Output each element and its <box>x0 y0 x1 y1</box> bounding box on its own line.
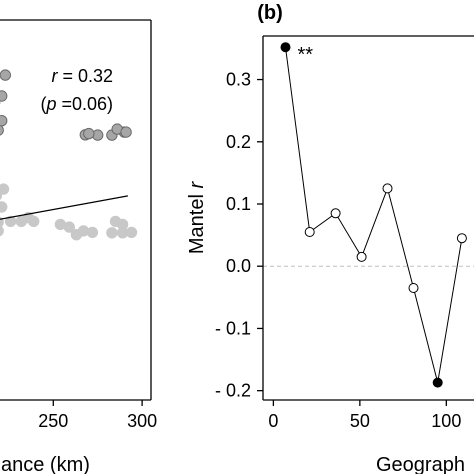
scatter-point <box>120 126 132 138</box>
significant-point <box>432 377 443 388</box>
data-point <box>356 251 367 262</box>
panel-b-x-axis-label: Geograph <box>376 454 465 474</box>
scatter-point <box>0 201 8 213</box>
scatter-point <box>0 225 4 237</box>
scatter-point <box>0 69 11 81</box>
panel-b-y-axis-label: Mantel r <box>186 181 208 255</box>
data-point <box>456 233 467 244</box>
trend-line <box>0 195 129 220</box>
data-point <box>408 283 419 293</box>
y-tick-label: 0.3 <box>226 70 251 90</box>
y-tick-label: 0.0 <box>226 256 251 276</box>
y-tick-label: 0.1 <box>226 194 251 214</box>
panel-a-scatter: 200250300 ance (km) r = 0.32 (p =0.06) <box>0 19 157 474</box>
scatter-point <box>0 216 4 228</box>
scatter-point <box>0 124 4 136</box>
annotation-p: (p =0.06) <box>40 94 113 114</box>
panel-b-line: (b) - 0.2 - 0.1 0.0 0.1 0.2 0.3 0 50 100 Mantel… <box>186 2 474 474</box>
annotation-r: r = 0.32 <box>51 66 113 86</box>
panel-b-letter: (b) <box>257 2 283 24</box>
panel-a-x-ticks: 200250300 <box>38 400 157 431</box>
scatter-point <box>83 127 95 140</box>
scatter-point <box>106 227 118 239</box>
panel-a-axis-frame <box>0 19 152 401</box>
mantel-series-line <box>285 47 463 383</box>
scatter-point <box>28 215 40 228</box>
y-tick-label: - 0.2 <box>215 381 251 401</box>
significance-labels: *** <box>298 44 474 257</box>
scatter-point <box>63 221 76 233</box>
scatter-point <box>125 226 138 239</box>
data-point <box>330 208 341 219</box>
x-tick-label: 100 <box>431 411 461 431</box>
panel-b-points <box>280 42 467 388</box>
panel-a-x-axis-label: ance (km) <box>1 454 90 474</box>
y-tick-label: 0.2 <box>226 132 251 152</box>
data-point <box>382 183 393 194</box>
x-tick-label: 50 <box>350 411 370 431</box>
scatter-point <box>86 226 99 239</box>
x-tick-label: 0 <box>268 411 278 431</box>
panel-b-y-ticks: - 0.2 - 0.1 0.0 0.1 0.2 0.3 <box>215 70 263 401</box>
scatter-point <box>0 90 8 102</box>
significance-label: ** <box>298 44 314 66</box>
x-tick-label: 250 <box>38 411 68 431</box>
scatter-point <box>0 115 8 127</box>
panel-b-axes <box>262 35 474 401</box>
panel-a-points <box>0 69 138 241</box>
panel-b-x-ticks: 0 50 100 <box>268 400 461 431</box>
x-tick-label: 300 <box>127 411 157 431</box>
scatter-point <box>0 183 10 195</box>
scatter-point <box>116 218 129 231</box>
data-point <box>304 227 315 237</box>
y-tick-label: - 0.1 <box>215 318 251 338</box>
significant-point <box>280 42 291 53</box>
